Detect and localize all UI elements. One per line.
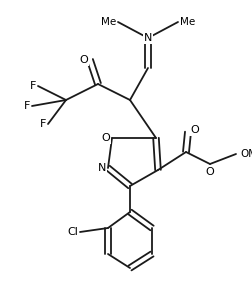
Text: O: O [101,133,110,143]
Text: F: F [24,101,30,111]
Text: O: O [206,167,214,177]
Text: O: O [190,125,199,135]
Text: Me: Me [101,17,116,27]
Text: O: O [79,55,88,65]
Text: F: F [30,81,36,91]
Text: Me: Me [180,17,195,27]
Text: N: N [98,163,106,173]
Text: Cl: Cl [67,227,78,237]
Text: N: N [144,33,152,43]
Text: F: F [40,119,46,129]
Text: OMe: OMe [240,149,252,159]
